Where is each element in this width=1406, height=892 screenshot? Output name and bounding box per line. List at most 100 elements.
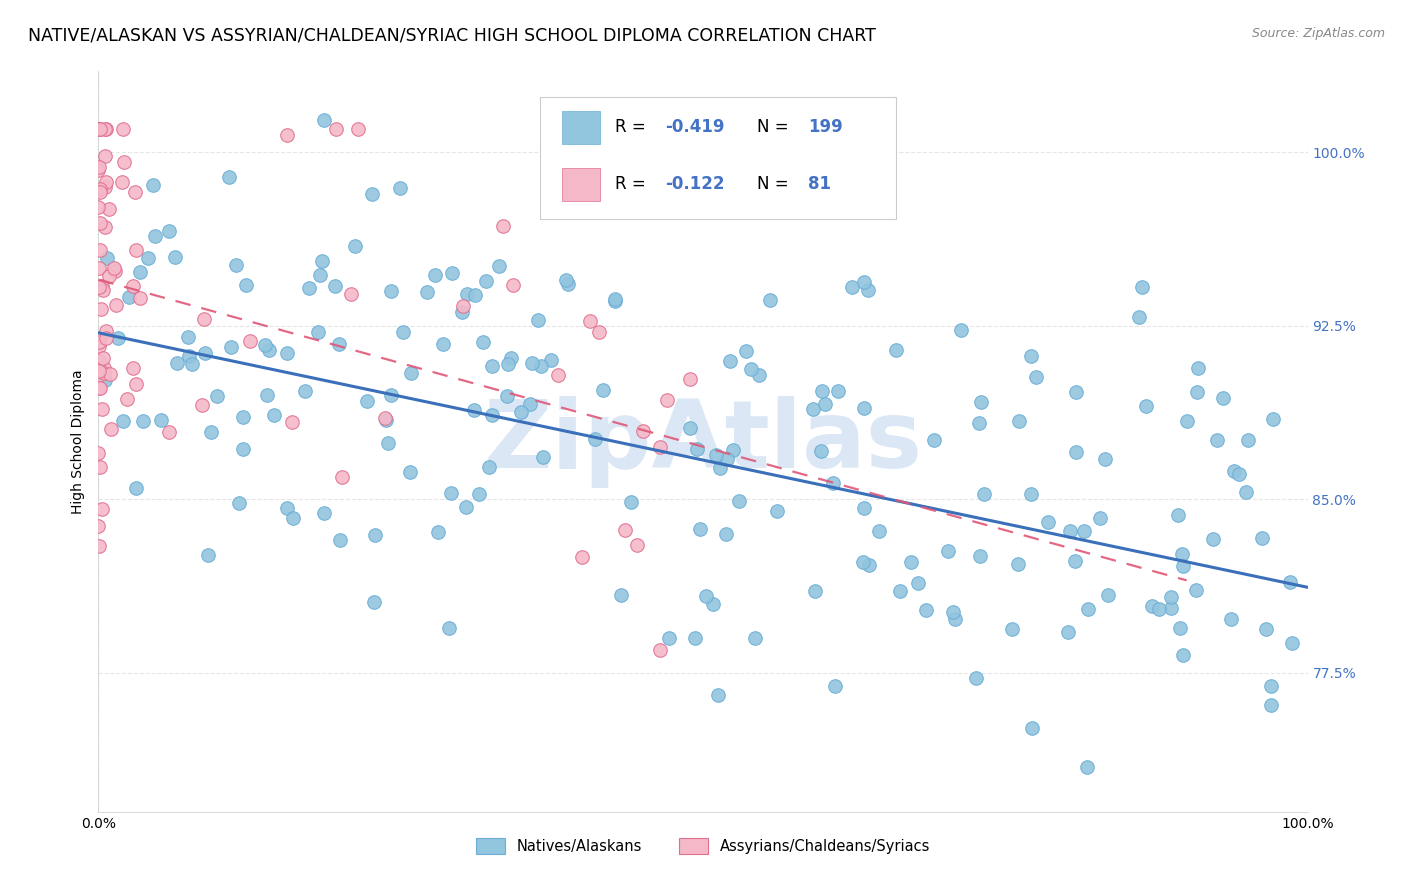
- Point: [720, 354, 742, 368]
- Point: [481, 408, 503, 422]
- Point: [868, 524, 890, 539]
- Point: [329, 533, 352, 547]
- Point: [307, 325, 329, 339]
- Point: [87, 334, 110, 349]
- Point: [648, 441, 671, 455]
- Point: [1175, 414, 1198, 428]
- FancyBboxPatch shape: [561, 168, 600, 201]
- Point: [87, 368, 110, 383]
- Point: [276, 346, 298, 360]
- Text: R =: R =: [614, 176, 651, 194]
- Point: [312, 112, 335, 127]
- Point: [702, 598, 724, 612]
- Point: [1251, 531, 1274, 545]
- Point: [519, 397, 541, 411]
- Point: [704, 448, 727, 462]
- Point: [603, 293, 626, 307]
- Point: [1187, 361, 1209, 376]
- Text: R =: R =: [614, 119, 651, 136]
- Point: [253, 338, 276, 352]
- Point: [571, 550, 593, 565]
- Point: [232, 410, 254, 425]
- Point: [149, 413, 172, 427]
- Point: [547, 368, 569, 382]
- Point: [852, 555, 875, 569]
- Point: [499, 351, 522, 365]
- Point: [93, 366, 115, 380]
- Point: [232, 442, 254, 456]
- Point: [1227, 467, 1250, 482]
- Point: [112, 154, 135, 169]
- Point: [87, 518, 110, 533]
- Point: [889, 584, 911, 599]
- Point: [1094, 452, 1116, 467]
- Point: [91, 279, 114, 293]
- Point: [325, 122, 347, 136]
- Point: [1019, 486, 1042, 500]
- Point: [748, 368, 770, 382]
- Point: [256, 388, 278, 402]
- Point: [1097, 588, 1119, 602]
- Point: [361, 186, 384, 201]
- Point: [1260, 679, 1282, 693]
- Point: [824, 680, 846, 694]
- Point: [1076, 760, 1098, 774]
- Point: [740, 362, 762, 376]
- Point: [392, 326, 415, 340]
- Point: [374, 413, 396, 427]
- Point: [620, 495, 643, 509]
- Point: [94, 220, 117, 235]
- Point: [744, 631, 766, 645]
- Point: [107, 331, 129, 345]
- Point: [90, 501, 112, 516]
- Point: [1036, 515, 1059, 529]
- Text: -0.122: -0.122: [665, 176, 725, 194]
- Point: [555, 273, 578, 287]
- Point: [228, 496, 250, 510]
- Point: [225, 258, 247, 272]
- Point: [949, 323, 972, 337]
- Point: [706, 688, 728, 702]
- Point: [87, 540, 110, 554]
- Point: [415, 285, 437, 299]
- Point: [1254, 622, 1277, 636]
- Point: [613, 523, 636, 537]
- Point: [592, 383, 614, 397]
- Point: [89, 122, 111, 136]
- Point: [856, 283, 879, 297]
- Point: [309, 268, 332, 282]
- Point: [87, 160, 110, 174]
- Point: [721, 443, 744, 458]
- Point: [1205, 433, 1227, 447]
- Point: [87, 280, 110, 294]
- Text: 199: 199: [808, 119, 844, 136]
- Point: [427, 525, 450, 540]
- Point: [166, 356, 188, 370]
- Point: [900, 555, 922, 569]
- Point: [1057, 625, 1080, 640]
- Point: [132, 414, 155, 428]
- Point: [200, 425, 222, 440]
- Point: [90, 302, 112, 317]
- Point: [1281, 636, 1303, 650]
- Point: [94, 325, 117, 339]
- Point: [1059, 524, 1081, 538]
- Point: [938, 544, 960, 558]
- Point: [1090, 511, 1112, 525]
- Point: [1135, 399, 1157, 413]
- Point: [766, 504, 789, 518]
- Point: [94, 180, 117, 194]
- Point: [1220, 612, 1243, 626]
- Point: [1001, 622, 1024, 636]
- Point: [311, 254, 333, 268]
- Point: [218, 169, 240, 184]
- Point: [1185, 384, 1208, 399]
- Point: [973, 487, 995, 501]
- Point: [1173, 559, 1195, 574]
- Point: [96, 175, 118, 189]
- Point: [716, 452, 738, 467]
- Point: [464, 287, 486, 301]
- Point: [87, 445, 110, 459]
- Point: [1185, 583, 1208, 598]
- Point: [1170, 621, 1192, 635]
